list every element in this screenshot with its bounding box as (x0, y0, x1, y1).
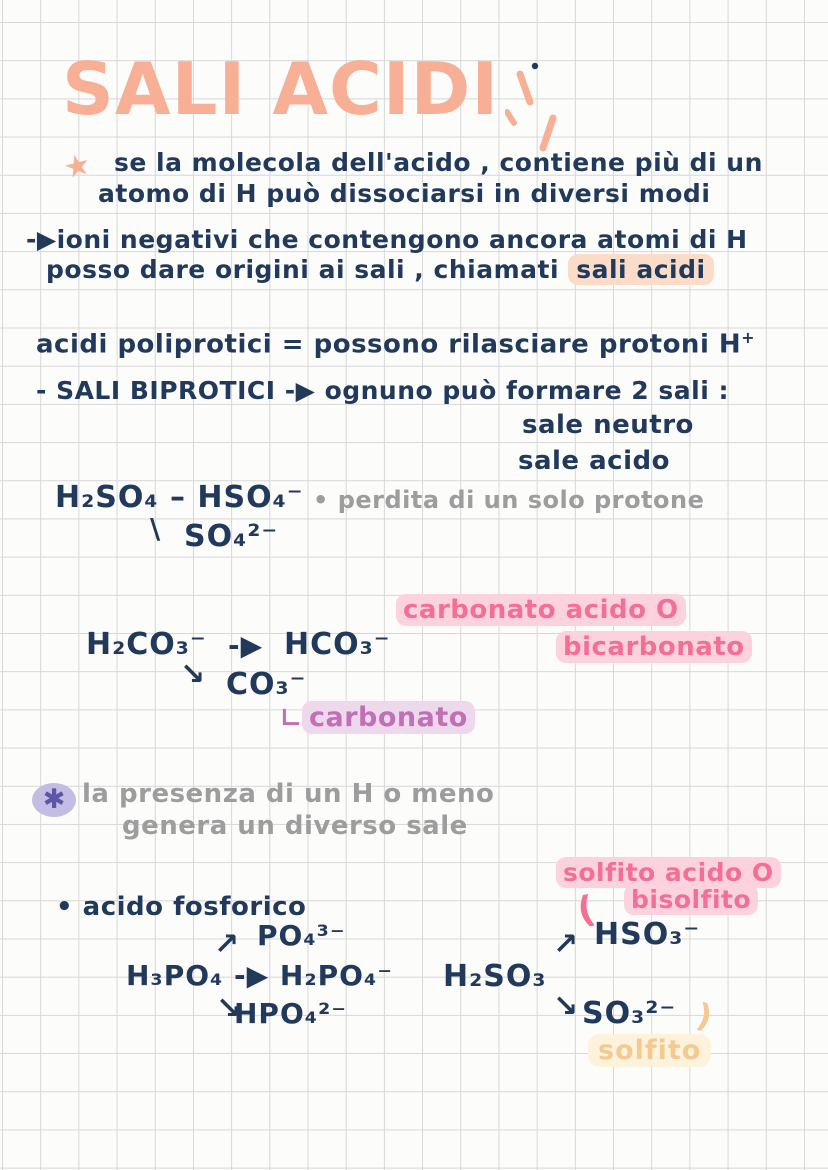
poliprotici-line: acidi poliprotici = possono rilasciare p… (36, 328, 756, 361)
sale-neutro: sale neutro (522, 410, 694, 440)
acido-fosforico-label: • acido fosforico (56, 892, 307, 922)
formula-co3: CO₃⁻ (226, 667, 307, 702)
branch-stroke-icon: \ (150, 512, 162, 545)
formula-h2so3: H₂SO₃ (443, 959, 547, 994)
poliprotici-text: acidi poliprotici = possono rilasciare p… (36, 329, 742, 360)
star-icon: ★ (59, 146, 95, 187)
bisolfito-label: bisolfito (624, 884, 759, 915)
presenza-line1: la presenza di un H o meno (82, 779, 495, 809)
perdita-note: • perdita di un solo protone (313, 486, 705, 514)
arrow-down-right-icon: ↘ (216, 991, 243, 1026)
asterisk-badge: ✱ (32, 783, 76, 817)
arrow-up-right-icon: ↗ (553, 927, 580, 962)
formula-hco3: HCO₃⁻ (284, 627, 391, 662)
arrow-up-right-icon: ↗ (214, 927, 241, 962)
page-title: SALI ACIDI (62, 47, 500, 131)
formula-h3po4: H₃PO₄ -▶ H₂PO₄⁻ (126, 959, 393, 992)
negative-ions-text2: posso dare origini ai sali , chiamati (46, 255, 560, 284)
sparkle-icon (505, 62, 557, 152)
plus-superscript: + (741, 328, 756, 347)
solfito-acido-label: solfito acido O (556, 857, 781, 888)
formula-h2so4: H₂SO₄ – HSO₄⁻ (55, 480, 304, 515)
arrow-down-right-icon: ↘ (553, 989, 580, 1024)
arrow-down-right-icon: ↘ (180, 657, 207, 692)
sali-acidi-highlight: sali acidi (568, 254, 714, 285)
intro-line2: atomo di H può dissociarsi in diversi mo… (98, 179, 711, 208)
arrow-right-icon: -▶ (26, 225, 57, 254)
formula-h2co3: H₂CO₃⁻ (86, 627, 207, 662)
carbonato-acido-label: carbonato acido O (396, 594, 686, 626)
formula-po4: PO₄³⁻ (257, 919, 346, 952)
solfito-label: solfito (588, 1034, 712, 1067)
formula-so4: SO₄²⁻ (184, 519, 279, 554)
formula-hso3: HSO₃⁻ (594, 917, 701, 952)
formula-hpo4: HPO₄²⁻ (234, 997, 348, 1030)
asterisk-icon: ✱ (42, 784, 66, 816)
presenza-line2: genera un diverso sale (122, 811, 468, 841)
bicarbonato-label: bicarbonato (556, 631, 752, 663)
negative-ions-line2: posso dare origini ai sali , chiamati sa… (46, 254, 714, 285)
orange-paren-icon: ) (693, 995, 717, 1037)
intro-line1: se la molecola dell'acido , contiene più… (114, 148, 763, 177)
bracket-icon: ∟ (280, 704, 303, 734)
negative-ions-text1: ioni negativi che contengono ancora atom… (56, 225, 748, 254)
carbonato-label: carbonato (302, 701, 475, 734)
formula-so3: SO₃²⁻ (582, 996, 677, 1031)
sale-acido: sale acido (518, 446, 670, 476)
arrow-right-icon: -▶ (228, 629, 264, 662)
biprotici-label: - SALI BIPROTICI -▶ ognuno può formare 2… (36, 376, 729, 405)
negative-ions-line1: -▶ioni negativi che contengono ancora at… (26, 225, 748, 255)
